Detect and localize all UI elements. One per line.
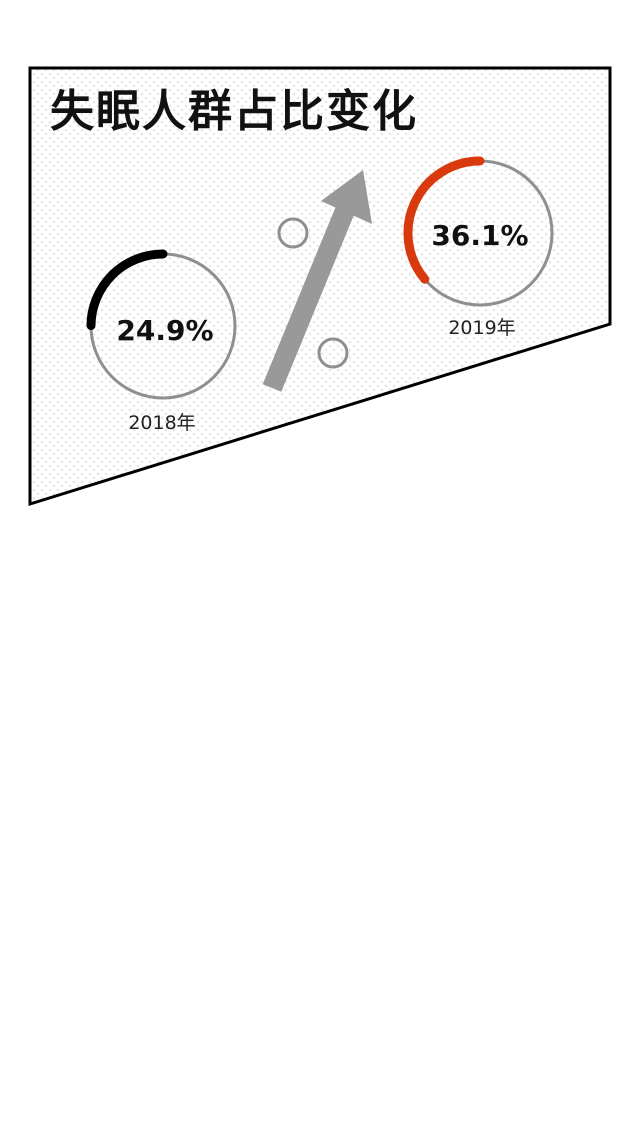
ring-arc-2019 — [403, 156, 485, 284]
chart-title: 失眠人群占比变化 — [50, 86, 418, 137]
value-label-2019: 36.1% — [431, 219, 528, 252]
ring-2019: 36.1% 2019年 — [403, 156, 554, 339]
year-label-2018: 2018年 — [128, 412, 195, 434]
ring-arc-2018 — [86, 249, 168, 331]
year-label-2019: 2019年 — [448, 317, 515, 339]
ring-2018: 24.9% 2018年 — [86, 249, 237, 434]
decor-circle-bottom — [317, 337, 349, 369]
decor-circle-top — [277, 217, 309, 249]
value-label-2018: 24.9% — [116, 314, 213, 347]
trend-up-arrow-icon — [262, 170, 372, 392]
